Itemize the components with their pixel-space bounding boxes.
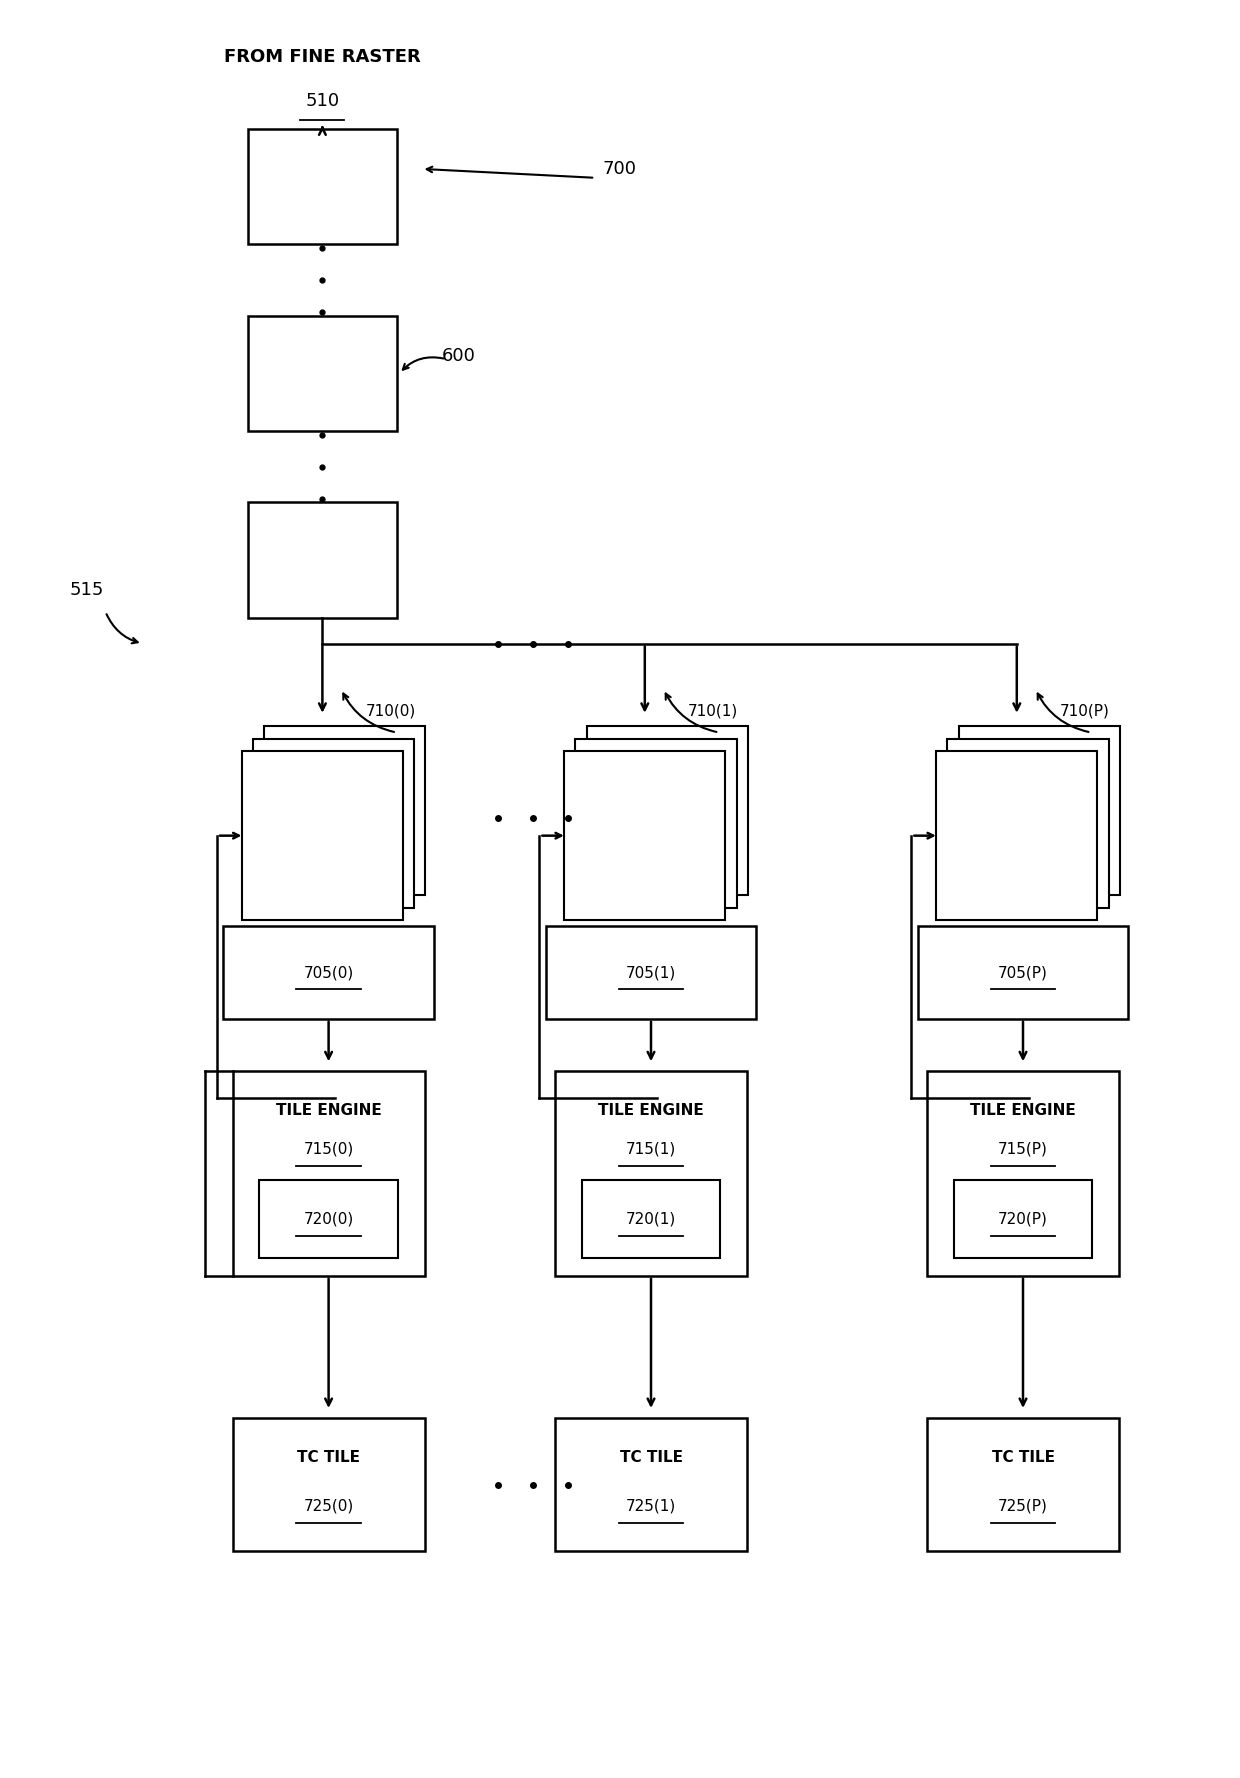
FancyBboxPatch shape — [264, 725, 425, 896]
Text: 515: 515 — [69, 581, 104, 599]
Text: TILE ENGINE: TILE ENGINE — [598, 1102, 704, 1118]
FancyBboxPatch shape — [248, 130, 397, 244]
Text: 715(0): 715(0) — [304, 1141, 353, 1157]
FancyBboxPatch shape — [947, 740, 1109, 907]
Text: 705(0): 705(0) — [304, 965, 353, 980]
Text: TILE ENGINE: TILE ENGINE — [970, 1102, 1076, 1118]
Text: TC TILE: TC TILE — [992, 1451, 1054, 1465]
FancyBboxPatch shape — [954, 1181, 1092, 1259]
Text: 715(P): 715(P) — [998, 1141, 1048, 1157]
FancyBboxPatch shape — [248, 501, 397, 617]
FancyBboxPatch shape — [926, 1419, 1118, 1550]
Text: TILE ENGINE: TILE ENGINE — [275, 1102, 382, 1118]
Text: FROM FINE RASTER: FROM FINE RASTER — [224, 48, 420, 66]
FancyBboxPatch shape — [556, 1070, 746, 1277]
FancyBboxPatch shape — [556, 1419, 746, 1550]
Text: 710(0): 710(0) — [366, 704, 415, 718]
Text: 720(0): 720(0) — [304, 1211, 353, 1227]
FancyBboxPatch shape — [926, 1070, 1118, 1277]
FancyBboxPatch shape — [248, 316, 397, 430]
FancyBboxPatch shape — [259, 1181, 398, 1259]
Text: 705(P): 705(P) — [998, 965, 1048, 980]
FancyBboxPatch shape — [918, 926, 1128, 1019]
FancyBboxPatch shape — [564, 750, 725, 921]
Text: 710(1): 710(1) — [688, 704, 738, 718]
Text: 600: 600 — [441, 347, 476, 364]
Text: 510: 510 — [305, 92, 340, 110]
FancyBboxPatch shape — [587, 725, 748, 896]
Text: 705(1): 705(1) — [626, 965, 676, 980]
Text: 710(P): 710(P) — [1060, 704, 1110, 718]
FancyBboxPatch shape — [233, 1070, 424, 1277]
FancyBboxPatch shape — [575, 740, 737, 907]
FancyBboxPatch shape — [959, 725, 1120, 896]
Text: TC TILE: TC TILE — [298, 1451, 360, 1465]
FancyBboxPatch shape — [253, 740, 414, 907]
Text: 700: 700 — [603, 160, 637, 178]
FancyBboxPatch shape — [546, 926, 756, 1019]
FancyBboxPatch shape — [233, 1419, 424, 1550]
Text: 720(1): 720(1) — [626, 1211, 676, 1227]
Text: 720(P): 720(P) — [998, 1211, 1048, 1227]
Text: TC TILE: TC TILE — [620, 1451, 682, 1465]
FancyBboxPatch shape — [582, 1181, 720, 1259]
Text: 725(0): 725(0) — [304, 1499, 353, 1513]
FancyBboxPatch shape — [242, 750, 403, 921]
Text: 715(1): 715(1) — [626, 1141, 676, 1157]
FancyBboxPatch shape — [223, 926, 434, 1019]
Text: 725(P): 725(P) — [998, 1499, 1048, 1513]
FancyBboxPatch shape — [936, 750, 1097, 921]
Text: 725(1): 725(1) — [626, 1499, 676, 1513]
